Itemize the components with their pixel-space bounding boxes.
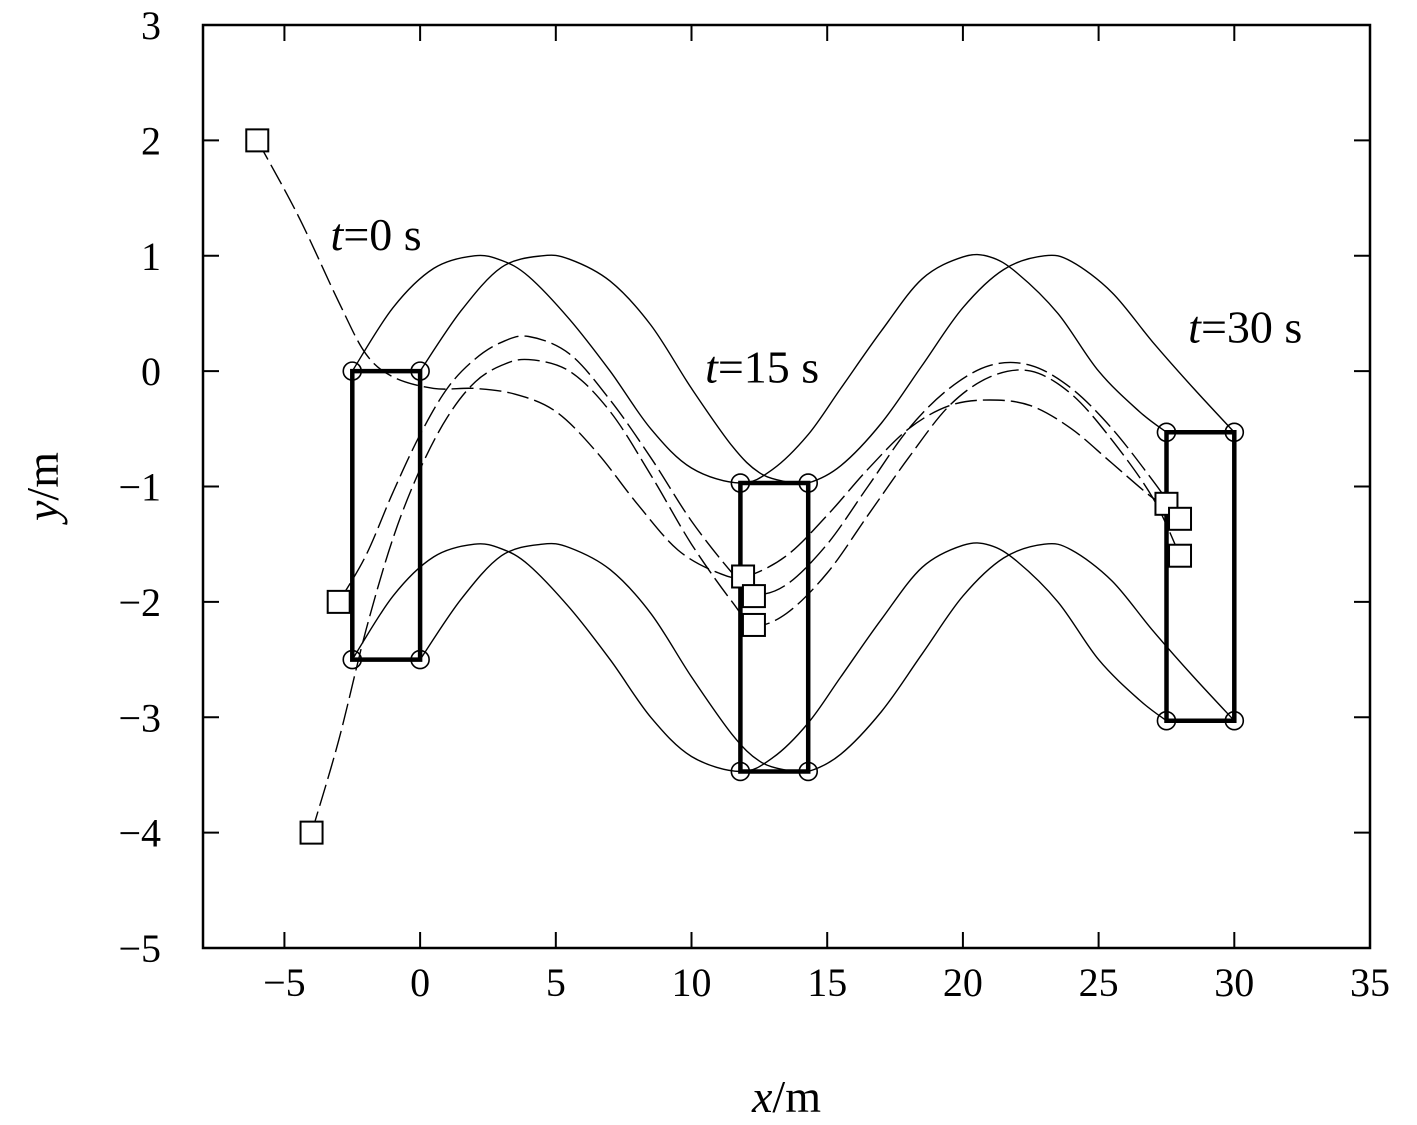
leader-marker-0-3 [342,649,363,670]
follower-marker-0-1 [326,589,351,614]
formation-rect-2 [1164,430,1237,723]
x-tick-label: 35 [1350,960,1390,1005]
follower-marker-0-0 [245,128,270,153]
y-tick-label: 0 [141,349,161,394]
leader-marker-2-0 [1156,422,1177,443]
time-annotation-value: =30 s [1201,301,1302,352]
formations-layer [342,361,1245,782]
follower-marker-2-1 [1168,506,1193,531]
leader-marker-2-1 [1224,422,1245,443]
x-tick-label: 10 [672,960,712,1005]
y-tick-label: 1 [141,234,161,279]
follower-marker-1-1 [741,584,766,609]
y-tick-label: −4 [118,811,161,856]
leader-marker-1-0 [730,473,751,493]
y-axis-title-unit: /m [17,452,68,501]
leader-path-corner-top-left [351,253,1167,484]
plot-frame [201,23,1372,950]
time-annotation-var: t [705,342,719,393]
time-annotation-var: t [331,209,345,260]
time-annotation-0: t=0 s [331,209,422,260]
leader-marker-1-1 [798,473,819,493]
x-axis-title-unit: /m [772,1071,821,1122]
y-tick-label: −3 [118,695,161,740]
leader-marker-0-0 [342,361,363,381]
time-annotation-2: t=30 s [1188,301,1302,352]
y-tick-label: 3 [141,3,161,48]
y-tick-label: −1 [118,465,161,510]
x-tick-label: 30 [1214,960,1254,1005]
y-tick-label: −5 [118,926,161,971]
leader-marker-0-1 [410,361,430,381]
x-axis-title-var: x [751,1071,773,1122]
markers-layer [245,128,1193,845]
time-annotation-value: =15 s [718,342,819,393]
x-tick-label: 15 [807,960,847,1005]
leader-marker-1-3 [730,761,751,782]
follower-marker-1-2 [741,612,766,637]
time-annotation-value: =0 s [343,209,421,260]
y-tick-label: 2 [141,118,161,163]
leader-marker-2-3 [1156,710,1177,731]
y-axis-title-var: y [17,500,68,525]
ticks-layer [203,24,1371,949]
tick-labels-layer: −5 0 5 10 15 20 25 30 35 −5 −4 −3 −2 −1 0 1 2 3 [118,3,1390,1005]
x-tick-label: 25 [1079,960,1119,1005]
x-tick-label: 20 [943,960,983,1005]
y-axis-title: y/m [17,452,68,525]
x-tick-label: 0 [410,960,430,1005]
time-annotation-var: t [1188,301,1202,352]
x-tick-label: −5 [263,960,306,1005]
leader-marker-1-2 [798,761,819,782]
time-annotation-1: t=15 s [705,342,819,393]
y-tick-label: −2 [118,580,161,625]
leader-marker-0-2 [410,649,430,670]
leader-marker-2-2 [1224,710,1245,731]
follower-marker-2-2 [1168,543,1193,568]
formation-rect-0 [350,368,423,662]
x-axis-title: x/m [751,1071,821,1122]
follower-marker-0-2 [299,820,324,845]
annotations-layer: t=0 st=15 st=30 s [331,209,1303,393]
leader-path-corner-bottom-left [351,542,1167,773]
formation-rect-1 [738,480,811,774]
x-tick-label: 5 [546,960,566,1005]
